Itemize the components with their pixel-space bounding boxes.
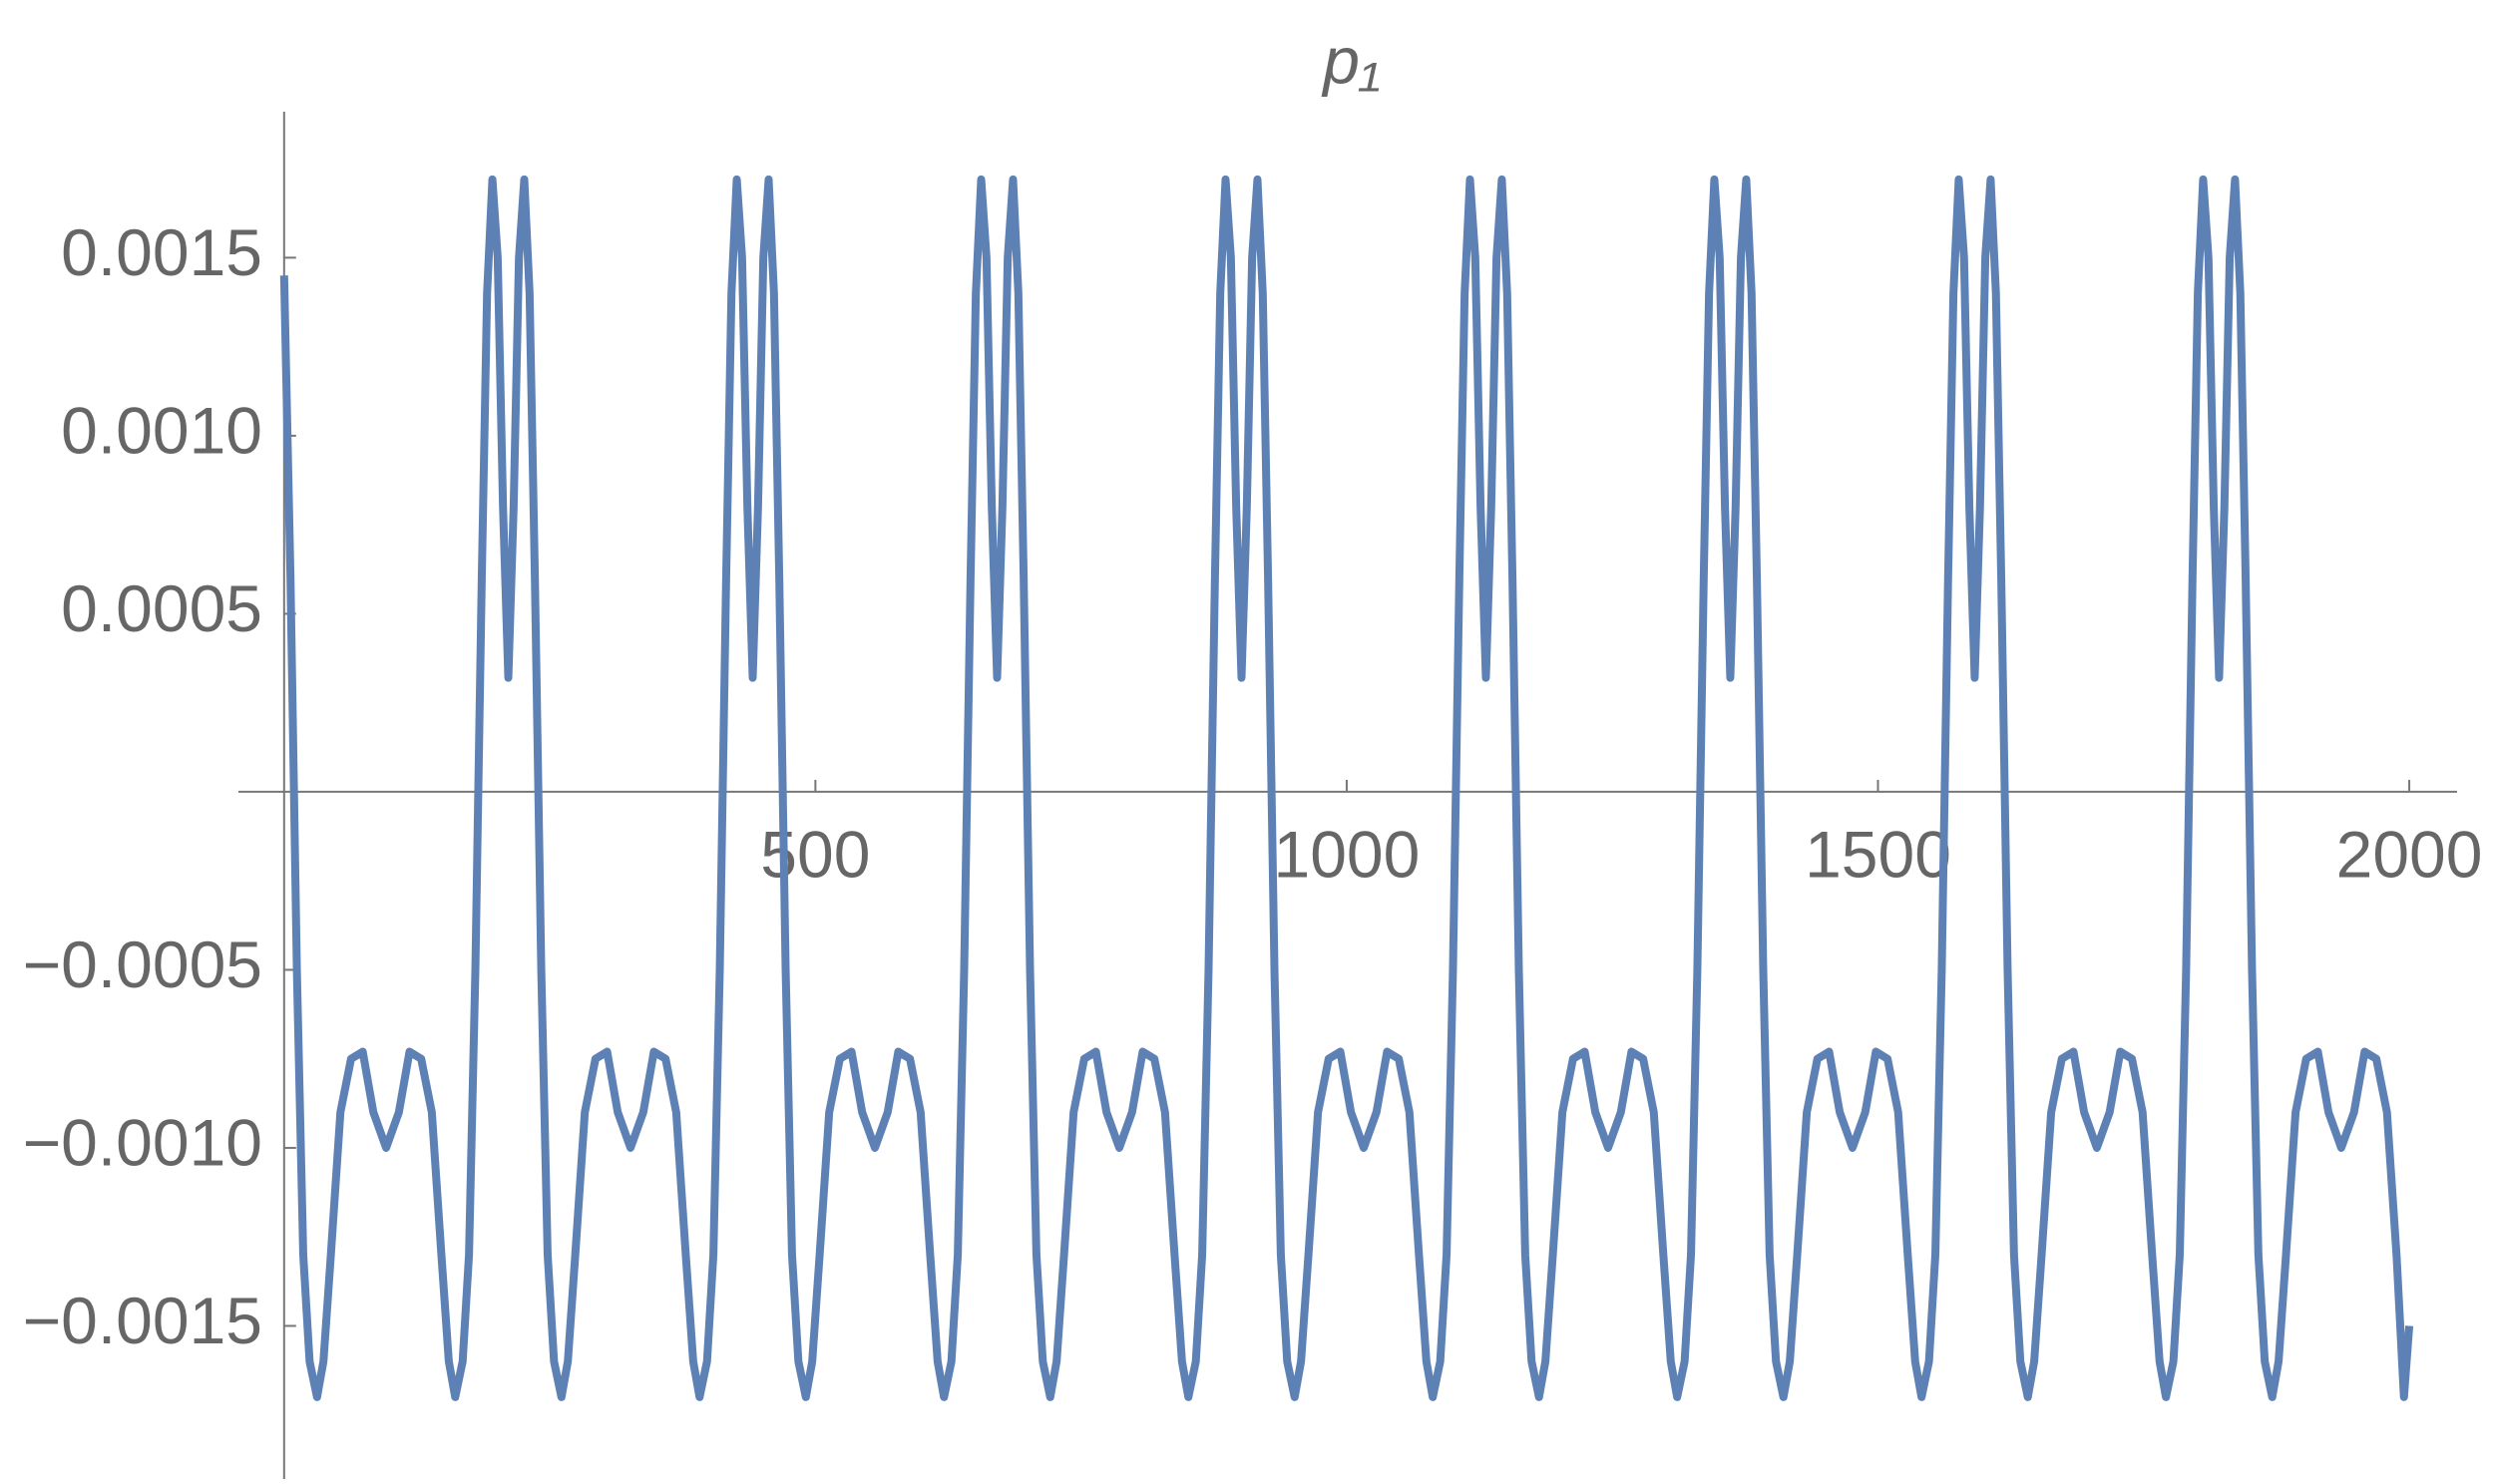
y-tick-label: 0.0015 — [61, 215, 262, 289]
x-tick-label: 2000 — [2336, 817, 2483, 891]
data-line — [279, 175, 2414, 1401]
y-tick-label: −0.0010 — [23, 1105, 262, 1179]
y-tick-label: −0.0015 — [23, 1284, 262, 1357]
y-tick-label: −0.0005 — [23, 928, 262, 1001]
x-tick-label: 1500 — [1805, 817, 1951, 891]
x-tick-label: 1000 — [1274, 817, 1421, 891]
chart-title: p₁ — [1321, 23, 1381, 97]
x-tick-label: 500 — [760, 817, 870, 891]
y-tick-label: 0.0010 — [61, 393, 262, 467]
y-tick-label: 0.0005 — [61, 571, 262, 645]
